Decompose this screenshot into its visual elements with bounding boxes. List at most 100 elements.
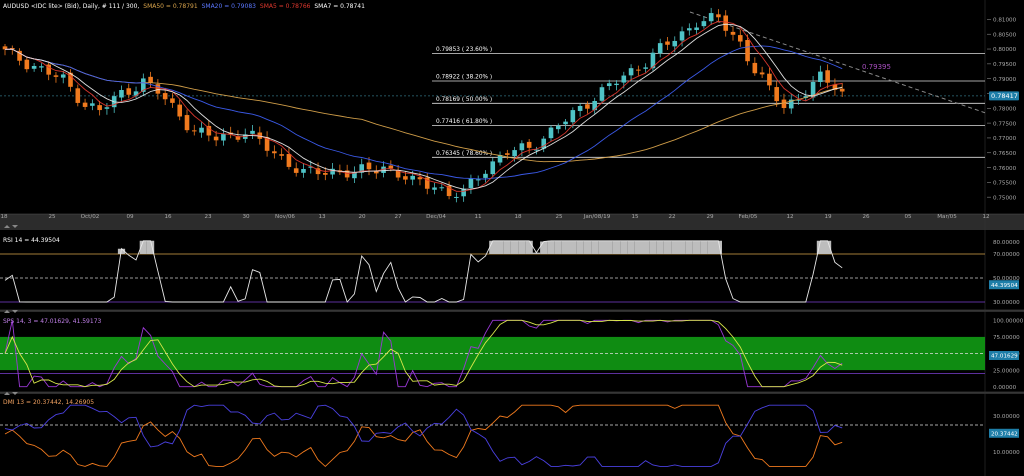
candle-body — [9, 48, 15, 50]
stochastic-tick-label: 100.00000 — [993, 319, 1024, 325]
rsi-last-value: 44.39504 — [991, 283, 1018, 289]
date-tick-label: 19 — [824, 214, 832, 220]
stochastic-panel[interactable]: 100.0000075.0000050.0000025.000000.00000… — [0, 318, 1024, 391]
date-tick-label: 09 — [126, 214, 134, 220]
candle-body — [264, 137, 270, 151]
candlestick — [454, 192, 459, 203]
date-tick-label: 29 — [706, 214, 714, 220]
candlestick — [395, 165, 401, 181]
candle-body — [308, 166, 314, 168]
candle-body — [301, 169, 306, 173]
svg-text:AUDUSD <IDC lite> (Bid), Daily: AUDUSD <IDC lite> (Bid), Daily, # 111 / … — [3, 3, 365, 10]
collapse-arrow-icon — [4, 392, 10, 395]
date-tick-label: 25 — [48, 214, 56, 220]
candlestick — [2, 44, 8, 56]
rsi-line — [4, 240, 843, 303]
candlestick — [264, 131, 270, 157]
fib-level-label: 0.78922 ( 38.20% ) — [436, 74, 492, 80]
candlestick — [832, 78, 838, 96]
candle-body — [250, 130, 255, 134]
candlestick — [636, 65, 641, 76]
candlestick — [366, 157, 372, 176]
candlestick — [119, 85, 124, 103]
dmi-panel[interactable]: 30.00000 10.00000 20.37442 DMI 13 = 20.374… — [0, 399, 1020, 468]
candlestick — [286, 148, 292, 170]
dmi-tick-label: 30.00000 — [993, 414, 1020, 420]
stochastic-tick-label: 75.00000 — [993, 335, 1020, 341]
price-tick-label: 0.79000 — [993, 77, 1017, 83]
candle-body — [555, 125, 561, 130]
candlestick — [279, 148, 284, 160]
candle-body — [39, 66, 44, 68]
last-price-value: 0.78417 — [991, 92, 1018, 100]
date-tick-label: 22 — [668, 214, 675, 220]
candlestick — [737, 29, 743, 47]
candle-body — [53, 75, 59, 77]
candle-body — [373, 170, 379, 174]
candle-body — [235, 136, 241, 140]
dmi-plus-line — [4, 404, 843, 468]
candlestick — [701, 16, 707, 29]
candlestick — [82, 98, 88, 110]
candle-body — [410, 175, 415, 180]
fibonacci-levels[interactable]: 0.79853 ( 23.60% ) 0.78922 ( 38.20% ) 0.78… — [432, 47, 985, 158]
candle-body — [599, 87, 605, 101]
candle-body — [323, 172, 328, 175]
date-axis: 18 25 Oct/02 09 16 23 30 Nov/06 13 20 27 Dec/04 11 18… — [0, 214, 989, 220]
rsi-overbought-fill — [117, 240, 832, 254]
header-sma50: SMA50 = 0.78791 — [143, 3, 198, 10]
price-tick-label: 0.75500 — [993, 181, 1017, 187]
candlestick — [39, 63, 44, 73]
candlestick — [628, 64, 634, 82]
candlestick — [563, 119, 568, 130]
candlestick — [323, 167, 328, 181]
expand-arrow-icon — [12, 392, 18, 395]
candlestick — [133, 86, 139, 99]
candle-body — [781, 99, 787, 109]
candlestick — [708, 7, 714, 26]
stochastic-last-box — [989, 350, 1019, 360]
price-tick-label: 0.77000 — [993, 136, 1017, 142]
rsi-panel[interactable]: 80.00000 70.00000 50.00000 30.00000 44.39504… — [0, 237, 1020, 306]
expand-arrow-icon — [12, 225, 18, 228]
candle-body — [614, 83, 619, 86]
candle-body — [803, 96, 809, 98]
candlestick — [446, 181, 452, 200]
candlestick — [745, 34, 750, 66]
panel-divider — [0, 310, 1024, 312]
candle-body — [97, 105, 102, 111]
price-tick-label: 0.77500 — [993, 121, 1017, 127]
candle-body — [694, 27, 699, 30]
candlestick — [104, 102, 110, 115]
candlestick — [9, 45, 15, 55]
date-tick-label: 27 — [394, 214, 402, 220]
candle-body — [650, 52, 656, 69]
candle-body — [403, 176, 408, 180]
price-tick-label: 0.78000 — [993, 106, 1017, 112]
downtrend-line[interactable] — [689, 11, 986, 114]
candlesticks[interactable] — [2, 7, 845, 203]
candle-body — [60, 74, 66, 78]
dmi-minus-line — [4, 404, 843, 467]
candle-body — [643, 67, 648, 69]
candle-body — [388, 165, 394, 169]
candle-body — [505, 153, 510, 155]
candle-body — [759, 72, 765, 75]
price-panel[interactable]: 0.79853 ( 23.60% ) 0.78922 ( 38.20% ) 0.78… — [0, 3, 1019, 220]
candlestick — [184, 109, 190, 133]
candle-body — [832, 84, 838, 90]
candlestick — [461, 184, 466, 202]
candle-body — [46, 64, 51, 75]
panel-divider — [0, 214, 1024, 230]
candle-body — [330, 168, 335, 175]
candlestick — [687, 23, 692, 36]
candlestick — [759, 66, 765, 79]
candle-body — [191, 130, 197, 132]
candlestick — [170, 93, 175, 108]
candlestick — [475, 175, 481, 186]
candle-body — [155, 84, 161, 94]
moving-averages — [4, 20, 843, 192]
candlestick — [141, 73, 146, 97]
candle-body — [293, 168, 299, 173]
